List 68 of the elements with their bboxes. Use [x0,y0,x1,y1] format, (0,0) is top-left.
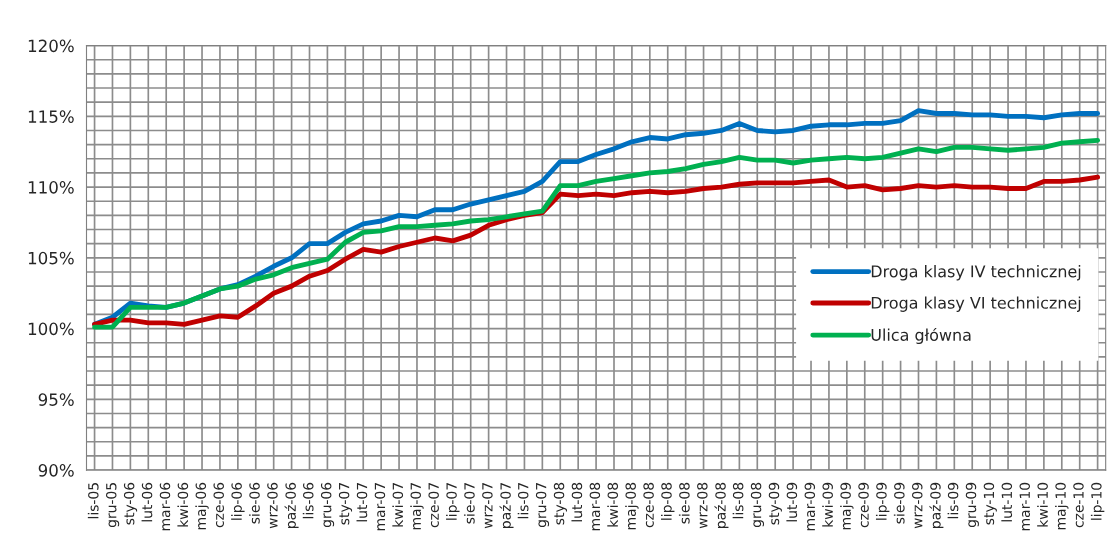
x-tick-label: lip-09 [875,482,890,520]
x-tick-label: maj-06 [195,482,209,530]
x-tick-label: cze-06 [213,482,224,528]
x-tick-label: wrz-09 [912,482,923,529]
x-tick-label: gru-06 [320,482,335,528]
x-tick-label: wrz-06 [267,482,278,529]
x-tick-label: maj-08 [625,482,639,530]
y-tick-label: 115% [28,110,74,123]
x-tick-label: gru-07 [535,483,550,528]
x-tick-label: mar-08 [589,482,601,531]
x-tick-label: mar-07 [374,483,386,531]
x-tick-label: sie-08 [678,482,690,524]
y-tick-label: 90% [38,464,74,477]
x-tick-label: wrz-08 [697,482,708,529]
x-tick-label: sty-09 [768,482,782,525]
x-tick-label: lis-06 [302,482,314,519]
x-tick-label: lip-06 [231,482,245,520]
x-tick-label: lis-08 [732,482,744,519]
legend-label: Ulica główna [871,327,971,344]
x-tick-label: lip-08 [661,482,675,520]
x-tick-label: kwi-09 [822,482,833,527]
x-tick-label: sty-08 [553,482,567,525]
x-tick-label: lut-06 [141,482,153,522]
legend-label: Droga klasy VI technicznej [871,296,1081,312]
x-tick-label: sty-07 [338,483,353,525]
y-tick-label: 100% [28,322,74,336]
x-tick-label: kwi-08 [607,482,619,527]
legend-label: Droga klasy IV technicznej [871,265,1081,281]
x-tick-label: sie-07 [463,483,475,524]
x-tick-label: cze-09 [858,482,869,528]
x-tick-label: lip-07 [446,483,460,520]
x-tick-label: sie-06 [249,482,260,524]
y-tick-label: 95% [38,393,74,406]
x-tick-label: lut-10 [1001,482,1013,522]
x-tick-label: paź-06 [284,482,299,528]
x-tick-label: wrz-07 [482,483,493,529]
x-tick-label: gru-09 [965,482,979,528]
x-tick-label: sty-10 [983,482,997,525]
x-tick-label: kwi-07 [392,483,404,527]
x-tick-label: lis-09 [947,482,959,519]
x-tick-label: lis-05 [87,483,99,519]
x-tick-label: maj-07 [410,483,424,530]
y-tick-label: 105% [28,251,74,265]
x-tick-label: paź-09 [929,482,944,528]
x-tick-label: lis-07 [517,483,529,519]
x-tick-label: paź-08 [714,482,729,528]
y-tick-label: 120% [28,39,74,53]
x-tick-label: cze-07 [428,483,439,528]
x-tick-label: kwi-10 [1037,482,1048,527]
x-tick-label: kwi-06 [177,482,189,527]
x-tick-label: maj-10 [1055,482,1069,530]
y-tick-label: 110% [28,181,74,194]
x-tick-label: cze-08 [643,482,654,528]
x-tick-label: gru-05 [106,483,120,528]
x-tick-label: mar-09 [804,482,816,531]
x-tick-label: mar-10 [1019,482,1030,531]
x-tick-label: lut-08 [571,482,583,522]
x-tick-label: lip-10 [1090,482,1105,520]
line-series [92,174,1101,327]
x-tick-label: maj-09 [840,482,854,530]
x-tick-label: mar-06 [159,482,171,531]
x-tick-label: lut-07 [356,483,368,522]
x-tick-label: cze-10 [1073,482,1084,528]
x-tick-label: sty-06 [123,482,138,525]
x-tick-label: lut-09 [786,482,798,522]
x-tick-label: paź-07 [499,483,514,528]
x-tick-label: sie-09 [893,482,905,524]
x-tick-label: gru-08 [750,482,765,528]
